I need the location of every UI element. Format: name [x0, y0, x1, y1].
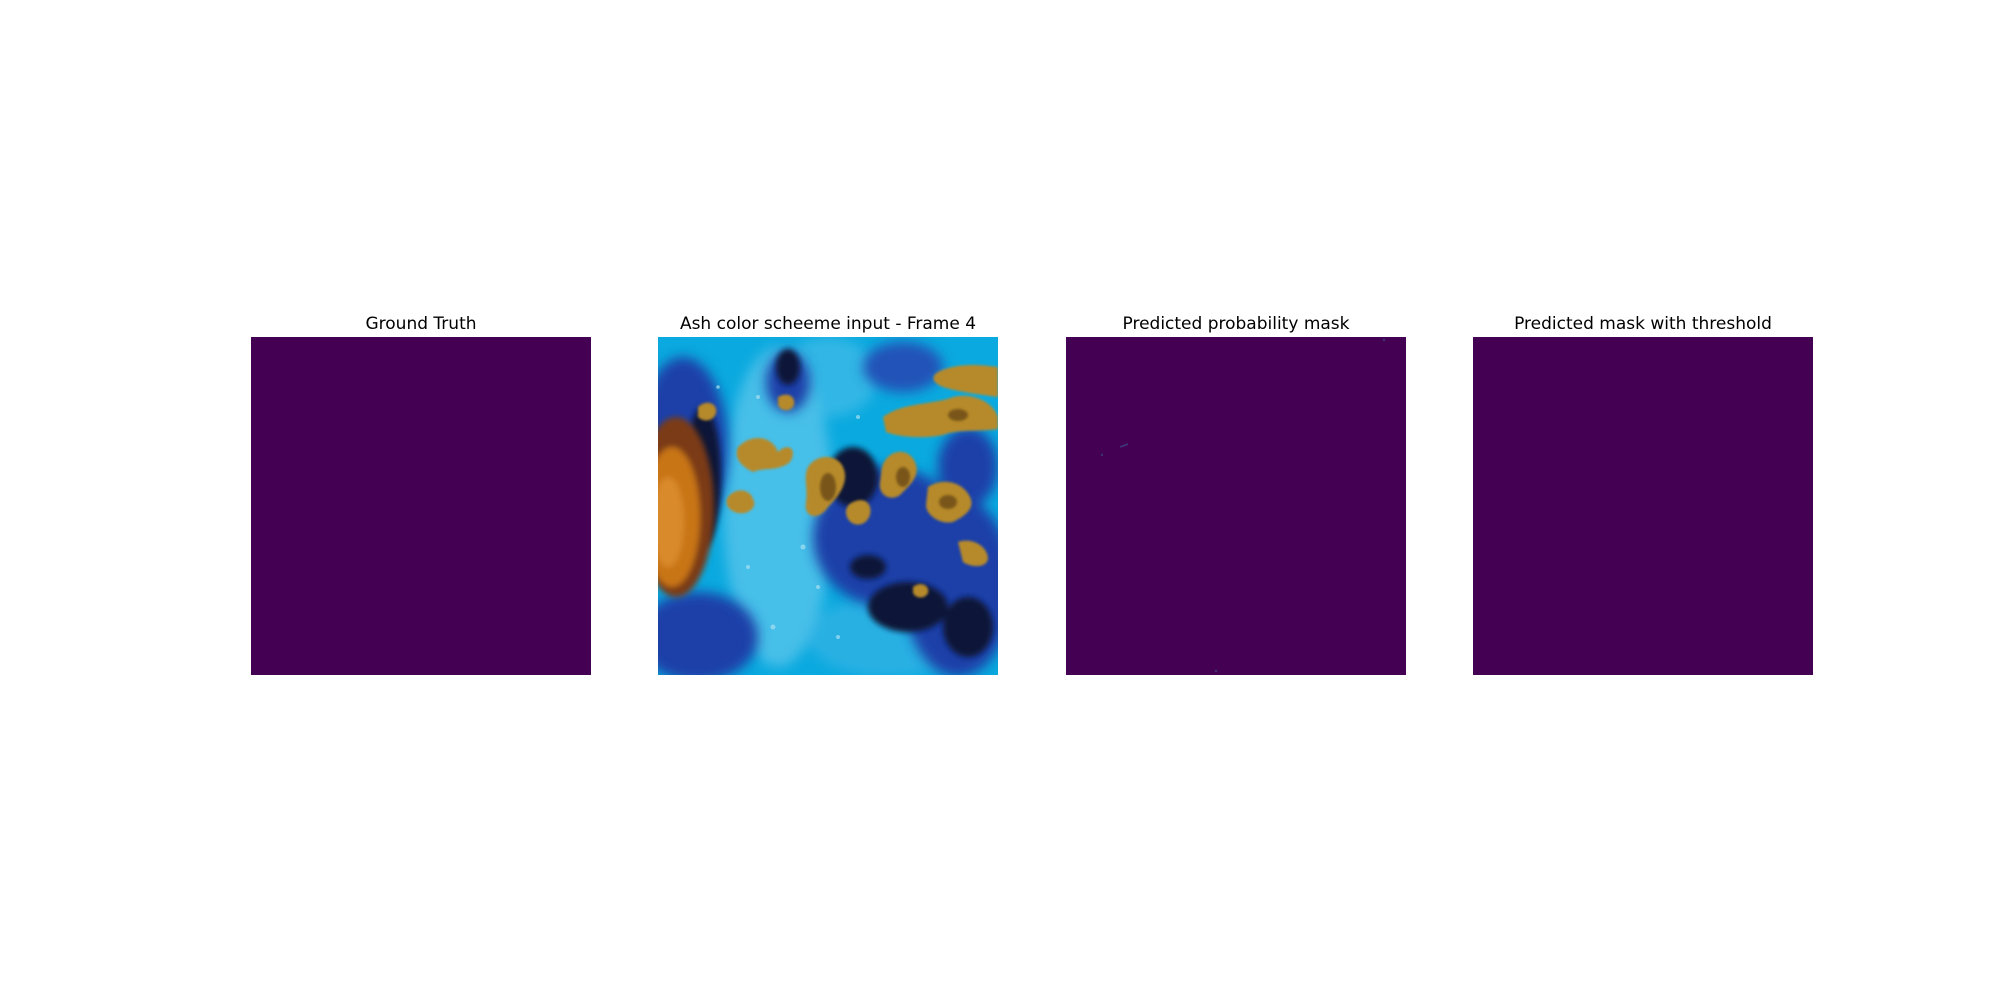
- threshold-mask-panel: Predicted mask with threshold: [1473, 311, 1813, 675]
- probability-mask-title: Predicted probability mask: [1122, 314, 1350, 334]
- ground-truth-title: Ground Truth: [365, 314, 477, 334]
- ground-truth-panel: Ground Truth: [251, 311, 591, 675]
- probability-mask-panel: Predicted probability mask: [1066, 311, 1406, 675]
- probability-mask-image: [1066, 337, 1406, 675]
- threshold-mask-title: Predicted mask with threshold: [1514, 314, 1772, 334]
- ground-truth-mask: [251, 337, 591, 675]
- ash-input-image: [658, 337, 998, 675]
- ash-input-panel: Ash color scheeme input - Frame 4: [658, 311, 998, 675]
- ash-input-title: Ash color scheeme input - Frame 4: [679, 314, 977, 334]
- threshold-mask-image: [1473, 337, 1813, 675]
